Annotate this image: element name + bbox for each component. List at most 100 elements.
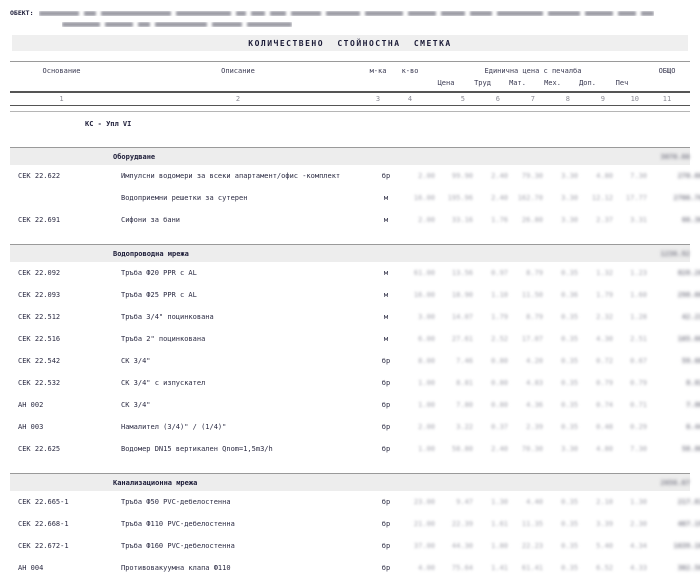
col-number-1: 1 — [59, 95, 64, 103]
table-row: СЕК 22.516 Тръба 2" поцинкована м 6.00 27.61… — [10, 328, 700, 350]
row-value-redacted: 61.41 — [521, 564, 543, 572]
object-label: ОБЕКТ: — [10, 9, 34, 17]
row-value-redacted: 2.39 — [526, 423, 543, 431]
row-value-redacted: 4.83 — [526, 379, 543, 387]
table-row: СЕК 22.668-1 Тръба Ф110 PVC-дебелостенна б… — [10, 513, 700, 535]
row-total-redacted: 467.19 — [677, 520, 700, 528]
row-description: Тръба Ф50 PVC-дебелостенна — [121, 498, 231, 506]
row-unit: бр — [381, 379, 391, 387]
row-code: СЕК 22.512 — [18, 313, 61, 321]
row-value-redacted: 9.47 — [456, 498, 473, 506]
estimate-group-label: КС - Упл VI — [85, 120, 132, 128]
row-value-redacted: 4.30 — [596, 335, 613, 343]
row-value-redacted: 3.31 — [630, 216, 647, 224]
row-total-redacted: 1639.10 — [673, 542, 700, 550]
row-value-redacted: 0.35 — [561, 401, 578, 409]
row-unit: м — [383, 291, 389, 299]
redacted-text-segment — [497, 10, 544, 16]
row-value-redacted: 4.80 — [596, 172, 613, 180]
row-code: СЕК 22.691 — [18, 216, 61, 224]
redacted-text-segment — [138, 22, 150, 27]
row-code: СЕК 22.625 — [18, 445, 61, 453]
row-value-redacted: 0.48 — [596, 423, 613, 431]
section-title: Водопроводна мрежа — [113, 249, 189, 258]
row-code: АН 002 — [18, 401, 44, 409]
row-value-redacted: 0.35 — [561, 379, 578, 387]
row-value-redacted: 4.34 — [630, 542, 647, 550]
header-pech: Печ — [615, 79, 629, 87]
row-description: Водоприемни решетки за сутерен — [121, 194, 248, 202]
row-value-redacted: 2.37 — [596, 216, 613, 224]
row-total-redacted: 7.80 — [686, 401, 700, 409]
redacted-text-segment — [365, 10, 404, 16]
row-value-redacted: 1.10 — [491, 291, 508, 299]
row-value-redacted: 0.35 — [561, 520, 578, 528]
row-code: СЕК 22.093 — [18, 291, 61, 299]
row-value-redacted: 2.40 — [491, 194, 508, 202]
row-unit: бр — [381, 498, 391, 506]
row-value-redacted: 3.30 — [561, 194, 578, 202]
redacted-text-segment — [155, 22, 207, 27]
col-number-8: 8 — [565, 95, 570, 103]
row-description: Тръба Ф110 PVC-дебелостенна — [121, 520, 235, 528]
row-value-redacted: 8.81 — [456, 379, 473, 387]
row-value-redacted: 4.00 — [418, 564, 435, 572]
header-cena: Цена — [437, 79, 455, 87]
row-total-redacted: 2706.76 — [673, 194, 700, 202]
redacted-text-segment — [84, 10, 97, 16]
row-value-redacted: 11.35 — [521, 520, 543, 528]
row-unit: бр — [381, 542, 391, 550]
col-number-5: 5 — [460, 95, 465, 103]
row-value-redacted: 8.00 — [418, 357, 435, 365]
row-description: Импулсни водомери за всеки апартамент/оф… — [121, 172, 341, 180]
table-row: СЕК 22.542 СК 3/4" бр 8.00 7.46 0.80 4.20 0.35 0… — [10, 350, 700, 372]
row-value-redacted: 61.00 — [413, 269, 435, 277]
col-number-11: 11 — [662, 95, 672, 103]
table-row: СЕК 22.532 СК 3/4" с изпускател бр 1.00 8.81… — [10, 372, 700, 394]
column-numbers-row: 1 2 3 4 5 6 7 8 9 10 11 — [10, 91, 690, 106]
header-osnovanie: Основание — [42, 67, 81, 75]
row-value-redacted: 21.00 — [413, 520, 435, 528]
row-total-redacted: 298.60 — [677, 291, 700, 299]
redacted-text-segment — [326, 10, 361, 16]
table-header: Основание Описание м-ка к-во Единична це… — [10, 61, 690, 112]
table-row: АН 003 Намалител (3/4)" / (1/4)" бр 2.00 3.2… — [10, 416, 700, 438]
row-code: СЕК 22.092 — [18, 269, 61, 277]
row-description: Водомер DN15 вертикален Qnom=1,5m3/h — [121, 445, 273, 453]
table-row: СЕК 22.691 Сифони за бани м 2.00 33.16 1.76 26… — [10, 209, 700, 231]
row-total-redacted: 217.81 — [677, 498, 700, 506]
row-value-redacted: 4.36 — [526, 401, 543, 409]
table-row: СЕК 22.625 Водомер DN15 вертикален Qnom=1… — [10, 438, 700, 460]
row-value-redacted: 0.72 — [596, 357, 613, 365]
redacted-text-segment — [641, 10, 655, 16]
row-description: СК 3/4" — [121, 401, 151, 409]
row-description: Тръба Ф25 PPR с AL — [121, 291, 197, 299]
row-description: Противовакуумна клапа Ф110 — [121, 564, 231, 572]
row-value-redacted: 99.90 — [451, 172, 473, 180]
col-number-9: 9 — [600, 95, 605, 103]
row-value-redacted: 0.97 — [491, 269, 508, 277]
row-value-redacted: 58.80 — [451, 445, 473, 453]
redacted-text-segment — [291, 10, 322, 16]
row-value-redacted: 1.60 — [630, 291, 647, 299]
object-header: ОБЕКТ: — [0, 0, 700, 27]
row-total-redacted: 270.60 — [677, 172, 700, 180]
redacted-text-segment — [618, 10, 637, 16]
table-row: СЕК 22.665-1 Тръба Ф50 PVC-дебелостенна бр… — [10, 491, 700, 513]
row-value-redacted: 2.52 — [491, 335, 508, 343]
row-value-redacted: 1.23 — [630, 269, 647, 277]
redacted-text-segment — [101, 10, 172, 16]
header-kvo: к-во — [401, 67, 419, 75]
row-value-redacted: 0.67 — [630, 357, 647, 365]
row-value-redacted: 0.36 — [561, 291, 578, 299]
row-value-redacted: 1.61 — [491, 520, 508, 528]
redacted-text-segment — [176, 10, 232, 16]
redacted-text-segment — [212, 22, 242, 27]
redacted-text-segment — [548, 10, 581, 16]
row-value-redacted: 33.16 — [451, 216, 473, 224]
row-value-redacted: 6.00 — [418, 335, 435, 343]
row-value-redacted: 0.79 — [596, 379, 613, 387]
row-value-redacted: 75.64 — [451, 564, 473, 572]
table-row: СЕК 22.622 Импулсни водомери за всеки апа… — [10, 165, 700, 187]
